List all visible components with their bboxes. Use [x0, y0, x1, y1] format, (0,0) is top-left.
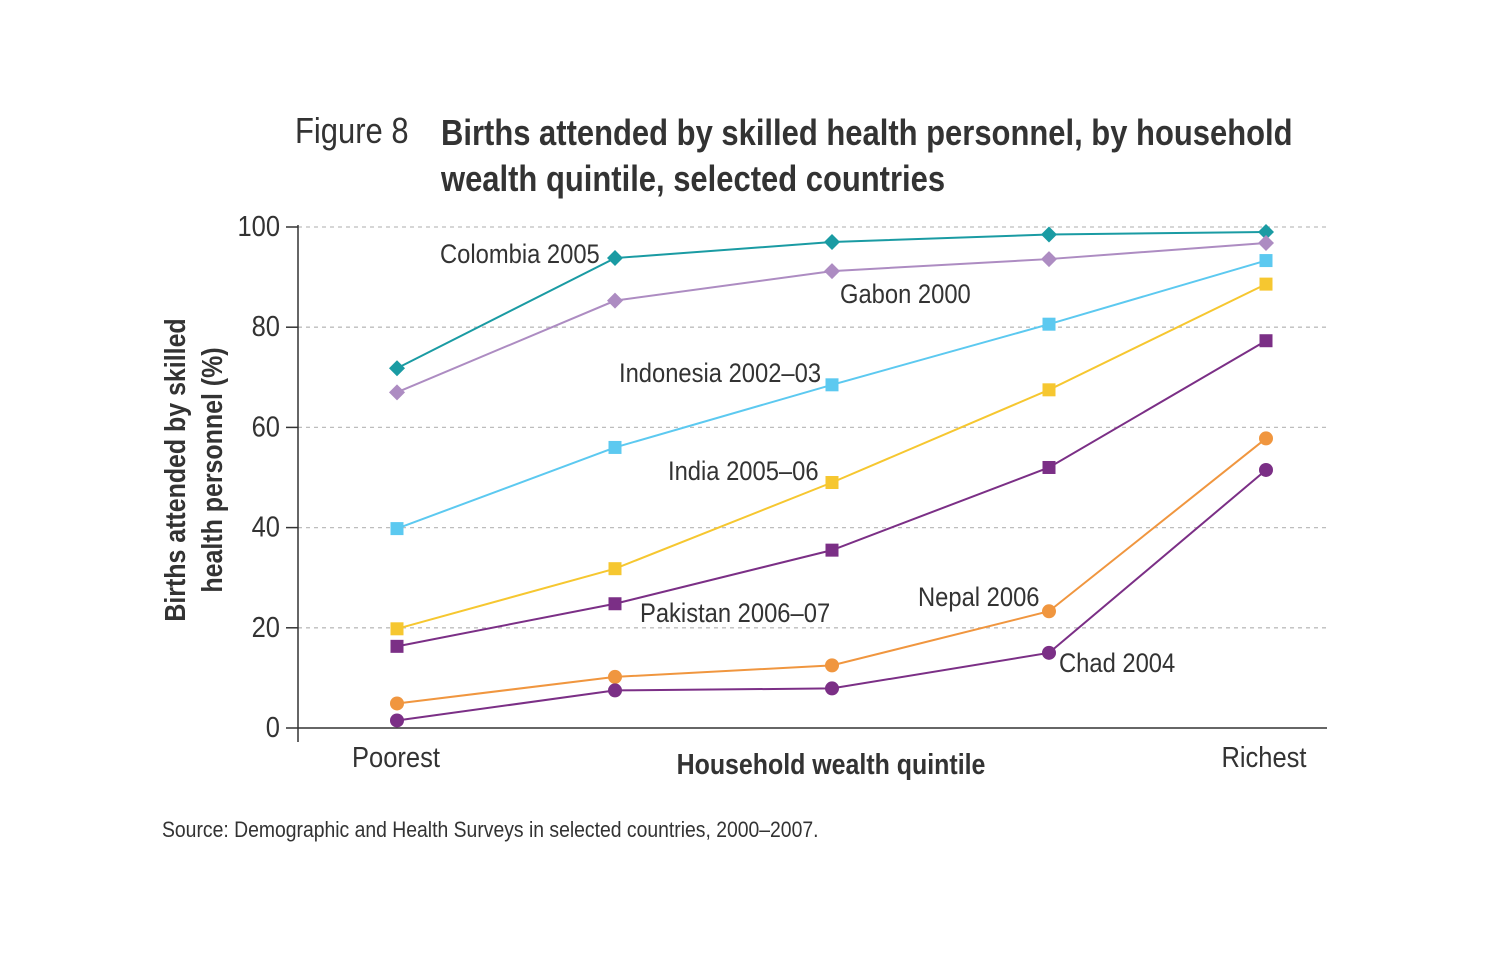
data-point: [390, 639, 404, 653]
series-label: Colombia 2005: [440, 240, 600, 270]
data-point: [389, 360, 405, 377]
y-axis-label-line: health personnel (%): [196, 347, 228, 592]
figure-label: Figure 8: [295, 110, 409, 151]
data-point: [825, 658, 839, 673]
data-point: [825, 681, 839, 696]
data-point: [390, 622, 404, 636]
series-label: Indonesia 2002–03: [619, 359, 821, 389]
y-tick-label: 80: [252, 310, 280, 343]
data-point: [1042, 604, 1056, 619]
data-point: [1042, 383, 1056, 397]
data-point: [1041, 226, 1057, 243]
y-tick-label: 100: [237, 209, 280, 242]
data-point: [1259, 462, 1273, 477]
x-tick-label: Poorest: [352, 740, 440, 773]
y-tick-label: 60: [252, 410, 280, 443]
data-point: [1042, 317, 1056, 331]
series-label: Pakistan 2006–07: [640, 599, 830, 629]
data-point: [1259, 254, 1273, 268]
data-point: [607, 292, 623, 309]
data-point: [1258, 224, 1274, 241]
data-point: [390, 713, 404, 728]
data-point: [825, 476, 839, 490]
data-point: [824, 234, 840, 251]
data-point: [825, 378, 839, 392]
x-tick-label: Richest: [1221, 740, 1306, 773]
series-label: Chad 2004: [1059, 649, 1175, 679]
data-point: [1259, 431, 1273, 446]
data-point: [825, 543, 839, 557]
data-point: [608, 683, 622, 698]
series-label: Nepal 2006: [918, 583, 1039, 613]
data-point: [1258, 235, 1274, 252]
series-label: Gabon 2000: [840, 280, 971, 310]
y-tick-label: 40: [252, 510, 280, 543]
series-label: India 2005–06: [668, 457, 819, 487]
data-point: [1259, 277, 1273, 291]
data-point: [607, 250, 623, 267]
data-point: [1042, 460, 1056, 474]
x-axis-label: Household wealth quintile: [677, 748, 986, 780]
data-point: [1042, 645, 1056, 660]
data-point: [390, 696, 404, 711]
data-point: [824, 263, 840, 280]
data-point: [1259, 334, 1273, 348]
figure-title: Births attended by skilled health person…: [441, 112, 1293, 199]
data-point: [608, 597, 622, 611]
series-line: [396, 283, 1267, 630]
data-point: [608, 562, 622, 576]
data-point: [608, 440, 622, 454]
y-axis-label: Births attended by skilled health personn…: [159, 318, 228, 621]
data-point: [390, 522, 404, 536]
y-axis-label-line: Births attended by skilled: [159, 318, 191, 621]
y-tick-label: 20: [252, 610, 280, 643]
data-point: [389, 384, 405, 401]
data-point: [1041, 251, 1057, 268]
y-tick-label: 0: [266, 710, 280, 743]
source-note: Source: Demographic and Health Surveys i…: [162, 817, 819, 842]
data-point: [608, 669, 622, 684]
